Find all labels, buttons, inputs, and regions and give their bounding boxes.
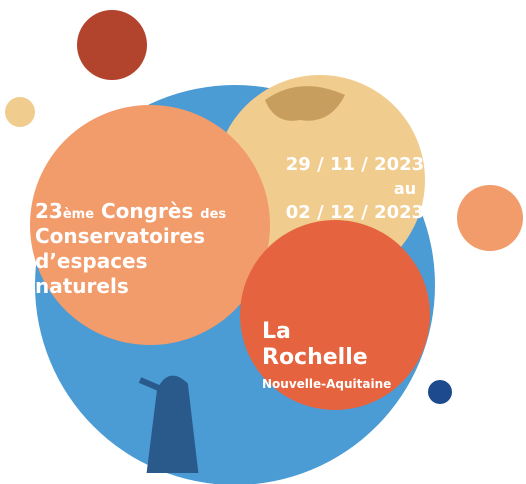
small-orange-circle [457,185,523,251]
event-line: naturels [35,274,129,298]
event-word: Congrès [101,199,193,223]
date-connector: au [394,179,416,198]
city-line: La [262,319,291,344]
city-line: Rochelle [262,345,368,370]
event-tail: des [200,207,226,222]
event-line: Conservatoires [35,224,205,248]
poster: 23ème Congrès des Conservatoires d’espac… [0,0,526,484]
date-end: 02 / 12 / 2023 [286,202,424,223]
event-suffix: ème [63,207,94,222]
small-navy-circle [428,380,452,404]
small-brown-circle [77,10,147,80]
small-yellow-circle [5,97,35,127]
date-start: 29 / 11 / 2023 [286,154,424,175]
event-line: d’espaces [35,249,148,273]
region: Nouvelle-Aquitaine [262,377,391,391]
event-number: 23 [35,199,63,223]
